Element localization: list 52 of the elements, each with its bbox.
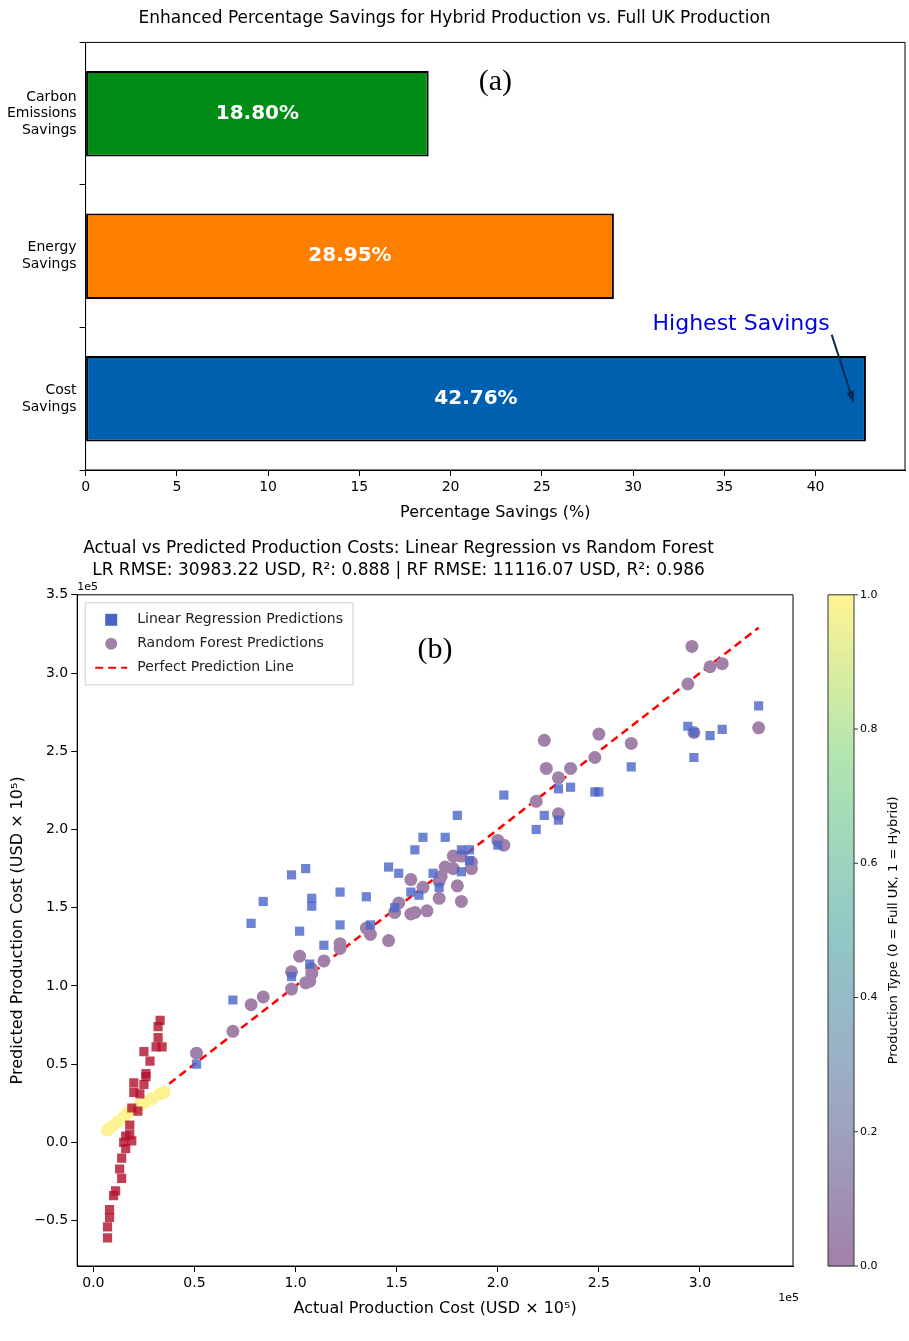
data-label: 28.95%: [308, 242, 392, 267]
x-tick-label: 0.0: [82, 1274, 105, 1291]
x-tick-label: 1.5: [385, 1274, 408, 1291]
legend-label: Random Forest Predictions: [137, 634, 324, 651]
annotation: (a): [478, 63, 512, 98]
chart-title: Actual vs Predicted Production Costs: Linear Regression vs Random Forest: [83, 536, 715, 557]
annotation: (b): [417, 630, 453, 665]
x-tick-label: 1.0: [284, 1274, 307, 1291]
y-tick-label: 0.0: [45, 1133, 69, 1150]
annotation: Highest Savings: [652, 310, 830, 336]
text: 1e5: [778, 1290, 799, 1304]
x-tick-label: 20: [441, 478, 460, 495]
color-bar-label: 0.4: [860, 990, 878, 1004]
color-bar-label: 0.6: [860, 856, 878, 870]
chart-title: Enhanced Percentage Savings for Hybrid Production vs. Full UK Production: [138, 6, 771, 27]
y-axis-title: Predicted Production Cost (USD × 10⁵): [6, 776, 26, 1085]
x-tick-label: 2.0: [486, 1274, 509, 1291]
x-tick-label: 10: [259, 478, 277, 495]
text: 1e5: [77, 579, 98, 593]
x-tick-label: 2.5: [587, 1274, 611, 1291]
legend-label: Linear Regression Predictions: [137, 610, 344, 627]
y-tick-label: 0.5: [45, 1054, 69, 1071]
y-tick-label: 2.5: [45, 741, 69, 758]
x-tick-label: 5: [172, 478, 182, 495]
y-tick-label: 2.0: [45, 820, 69, 837]
color-bar-label: 0.8: [860, 721, 878, 735]
legend-label: Perfect Prediction Line: [137, 658, 294, 675]
y-tick-label: 1.5: [45, 898, 69, 915]
color-bar-label: 1.0: [860, 587, 878, 601]
y-tick-label: 3.0: [45, 663, 69, 680]
chart-subtitle: LR RMSE: 30983.22 USD, R²: 0.888 | RF RMSE: 11116.07 USD, R²: 0.986: [92, 559, 705, 580]
y-tick-label: −0.5: [34, 1211, 69, 1228]
x-axis-title: Percentage Savings (%): [400, 501, 591, 521]
x-tick-label: 30: [624, 478, 642, 495]
x-tick-label: 25: [532, 478, 551, 495]
data-label: 18.80%: [215, 99, 300, 124]
x-tick-label: 3.0: [688, 1274, 712, 1291]
y-tick-label: Cost Savings: [21, 380, 78, 414]
x-tick-label: 15: [350, 478, 369, 495]
x-tick-label: 35: [715, 478, 734, 495]
y-tick-label: Energy Savings: [21, 238, 77, 272]
y-tick-label: 1.0: [45, 976, 69, 993]
x-tick-label: 0.5: [183, 1274, 206, 1291]
data-label: 42.76%: [434, 384, 518, 409]
color-bar-label: 0.2: [860, 1124, 878, 1138]
y-tick-label: Carbon Emissions Savings: [6, 87, 77, 138]
color-bar-label: 0.0: [860, 1258, 878, 1272]
x-tick-label: 40: [806, 478, 825, 495]
y-tick-label: 3.5: [45, 585, 69, 602]
x-axis-title: Actual Production Cost (USD × 10⁵): [293, 1297, 577, 1317]
color-bar-title: Production Type (0 = Full UK, 1 = Hybrid): [885, 796, 901, 1065]
x-tick-label: 0: [81, 478, 91, 495]
